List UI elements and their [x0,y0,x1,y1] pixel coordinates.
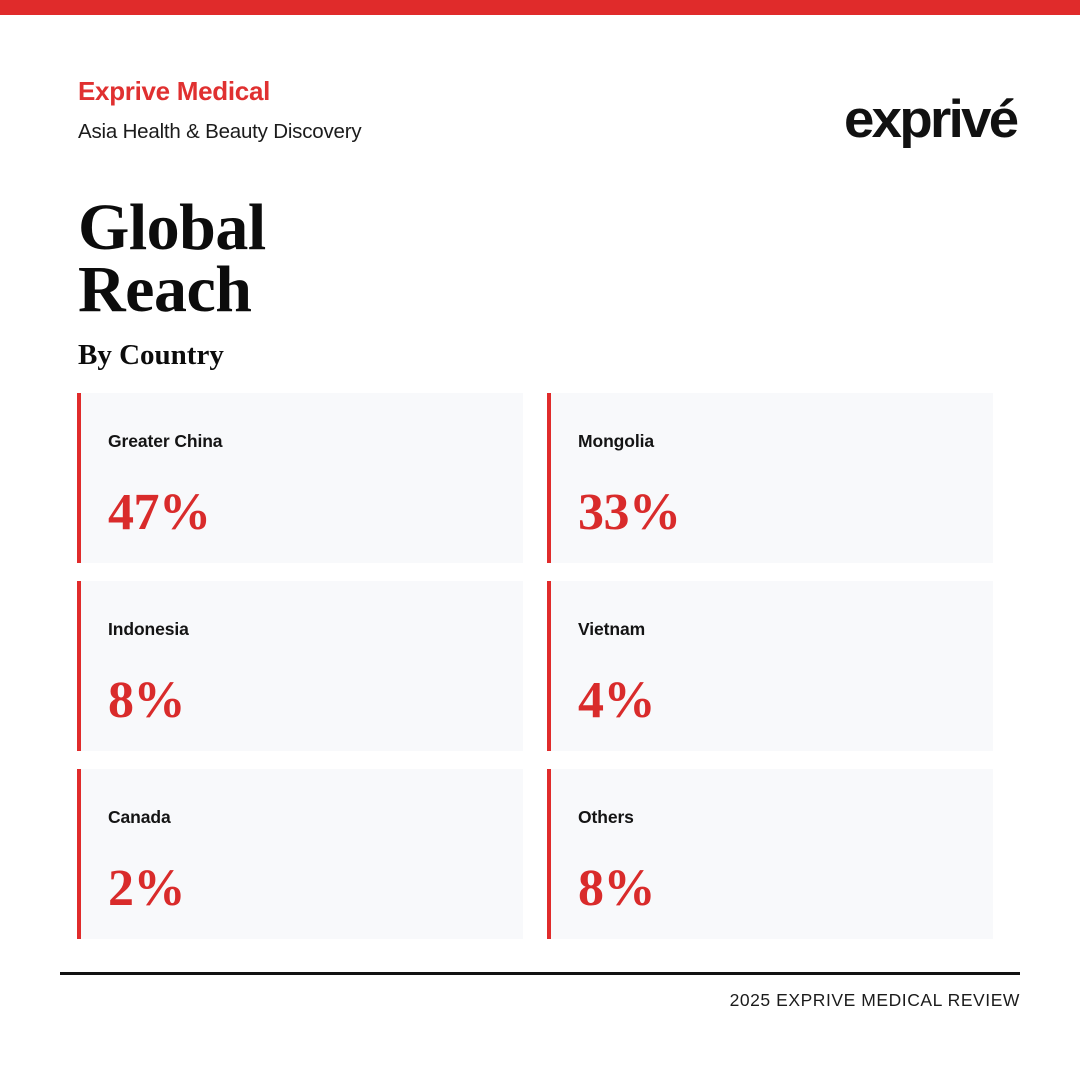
brand-tagline: Asia Health & Beauty Discovery [78,119,362,143]
page-title-line-2: Reach [78,253,252,327]
stat-card: Greater China 47% [77,393,523,563]
card-accent-bar [77,769,81,939]
stat-label: Mongolia [578,431,654,451]
top-accent-bar [0,0,1080,15]
report-page: Exprive Medical Asia Health & Beauty Dis… [0,15,1080,1080]
card-accent-bar [77,393,81,563]
stat-card: Vietnam 4% [547,581,993,751]
stats-grid: Greater China 47% Mongolia 33% Indonesia… [77,393,993,939]
card-accent-bar [77,581,81,751]
stat-card: Canada 2% [77,769,523,939]
header: Exprive Medical Asia Health & Beauty Dis… [78,77,1016,144]
exprive-logo: exprivé [843,90,1019,149]
stat-label: Others [578,807,634,827]
stat-label: Greater China [108,431,223,451]
page-title-line-1: Global [78,191,266,264]
stat-card: Mongolia 33% [547,393,993,563]
stat-value: 2% [108,859,186,917]
stat-value: 8% [578,859,656,917]
page-title: Global Reach [78,191,266,327]
stat-label: Vietnam [578,619,646,639]
stat-label: Canada [108,807,171,827]
stat-value: 8% [108,671,186,729]
card-accent-bar [547,393,551,563]
stat-card: Indonesia 8% [77,581,523,751]
page-subtitle: By Country [78,339,224,372]
footer-text: 2025 EXPRIVE MEDICAL REVIEW [729,990,1020,1010]
stat-label: Indonesia [108,619,189,639]
stat-value: 47% [108,483,211,541]
card-accent-bar [547,581,551,751]
brand-name: Exprive Medical [78,76,271,106]
stat-card: Others 8% [547,769,993,939]
stat-value: 33% [578,483,681,541]
footer-divider [60,972,1020,975]
title-block: Global Reach By Country [78,191,266,372]
stat-value: 4% [578,671,656,729]
card-accent-bar [547,769,551,939]
